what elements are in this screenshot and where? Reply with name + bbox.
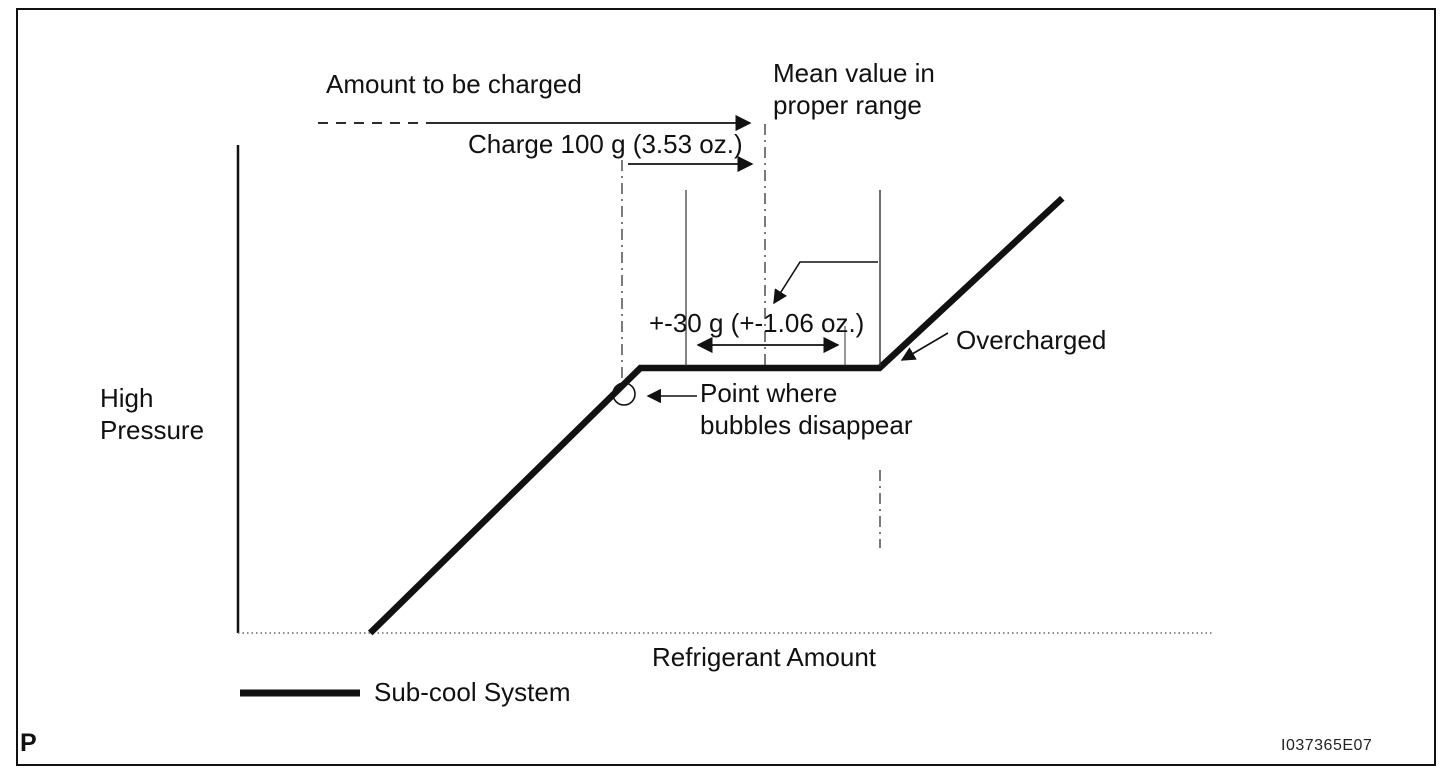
- diagram-frame: [16, 8, 1436, 766]
- y-axis-label-line2: Pressure: [100, 415, 205, 446]
- bubbles-label-line2: bubbles disappear: [700, 410, 913, 441]
- bubbles-point-circle: [612, 382, 636, 406]
- mean-value-pointer-arrow: [773, 261, 878, 305]
- mean-value-label-line1: Mean value in: [773, 58, 935, 88]
- overcharged-arrow: [900, 332, 949, 361]
- tolerance-label: +-30 g (+-1.06 oz.): [649, 308, 865, 338]
- amount-to-be-charged-label: Amount to be charged: [326, 69, 582, 99]
- mean-value-label: Mean value in proper range: [773, 57, 935, 121]
- y-axis-label-line1: High: [100, 383, 154, 413]
- bubbles-label-line1: Point where: [700, 378, 838, 408]
- legend-label: Sub-cool System: [374, 677, 571, 707]
- page-marker: P: [20, 729, 37, 757]
- overcharged-label: Overcharged: [956, 325, 1107, 355]
- x-axis-label: Refrigerant Amount: [652, 642, 877, 672]
- bubbles-label: Point where bubbles disappear: [700, 377, 913, 441]
- y-axis-label: High Pressure: [100, 382, 204, 446]
- subcool-curve: [367, 195, 1065, 636]
- mean-value-label-line2: proper range: [773, 90, 922, 121]
- figure-code: I037365E07: [1281, 737, 1373, 754]
- charge-amount-label: Charge 100 g (3.53 oz.): [468, 129, 743, 159]
